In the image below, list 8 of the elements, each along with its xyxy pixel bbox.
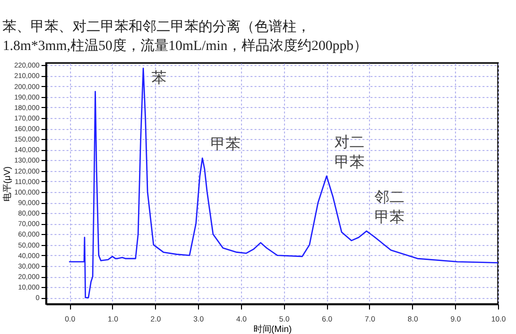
annotation: 甲苯 [210, 136, 240, 154]
chart-title: 苯、甲苯、对二甲苯和邻二甲苯的分离（色谱柱， 1.8m*3mm,柱温50度，流量10mL/min，样品浓度约200ppb） [2, 19, 368, 54]
x-axis-title: 时间(Min) [253, 324, 292, 334]
line-series [68, 68, 498, 298]
annotation: 邻二甲苯 [374, 189, 404, 226]
y-axis-title: 电平(μV) [2, 166, 12, 202]
annotation: 苯 [151, 69, 166, 86]
annotation: 对二甲苯 [334, 134, 365, 172]
